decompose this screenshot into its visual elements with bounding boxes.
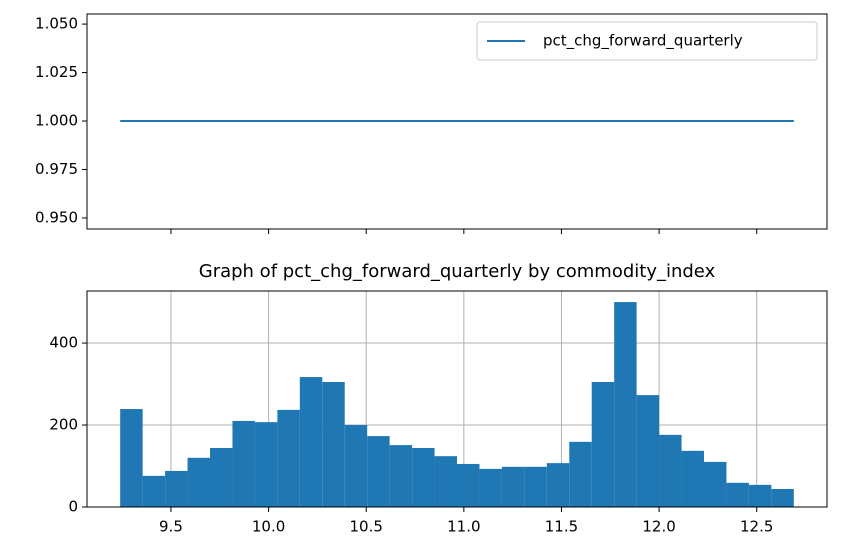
bar bbox=[659, 434, 682, 507]
bar bbox=[501, 466, 525, 507]
bar bbox=[703, 461, 727, 507]
bar bbox=[457, 463, 480, 507]
bar bbox=[322, 381, 345, 507]
x-tick-label: 10.5 bbox=[350, 518, 383, 536]
bar bbox=[142, 475, 166, 507]
x-tick-label: 10.0 bbox=[252, 518, 285, 536]
bar bbox=[367, 436, 390, 507]
bar bbox=[546, 463, 570, 507]
bar bbox=[389, 445, 413, 507]
bar bbox=[771, 488, 794, 507]
bar bbox=[479, 468, 502, 507]
bar bbox=[210, 447, 233, 507]
bar bbox=[277, 409, 300, 507]
y-tick-label: 1.050 bbox=[35, 15, 78, 33]
x-tick-label: 9.5 bbox=[159, 518, 183, 536]
bar bbox=[726, 482, 749, 507]
bar bbox=[748, 484, 772, 507]
legend-box bbox=[476, 21, 818, 61]
legend-label: pct_chg_forward_quarterly bbox=[543, 32, 743, 51]
bar bbox=[569, 441, 592, 507]
chart-title: Graph of pct_chg_forward_quarterly by co… bbox=[199, 261, 716, 282]
y-tick-label: 1.025 bbox=[35, 63, 78, 81]
x-tick-label: 11.0 bbox=[447, 518, 480, 536]
plot-frame bbox=[86, 290, 828, 508]
bar bbox=[614, 302, 637, 507]
x-tick-label: 11.5 bbox=[545, 518, 578, 536]
bar bbox=[187, 457, 211, 507]
y-tick-label: 0.975 bbox=[35, 160, 78, 178]
bar bbox=[120, 409, 143, 507]
bar bbox=[681, 450, 704, 507]
y-tick-label: 0.950 bbox=[35, 208, 78, 226]
bar bbox=[636, 395, 660, 507]
bar bbox=[254, 422, 278, 507]
y-tick-label: 200 bbox=[49, 416, 78, 434]
bar bbox=[165, 470, 188, 507]
bar bbox=[524, 466, 547, 507]
y-tick-label: 400 bbox=[49, 334, 78, 352]
bar bbox=[591, 381, 615, 507]
bar bbox=[412, 447, 435, 507]
bar bbox=[344, 425, 368, 507]
bar bbox=[232, 420, 255, 507]
bar bbox=[299, 377, 323, 507]
bar bbox=[434, 456, 457, 507]
x-tick-label: 12.5 bbox=[740, 518, 773, 536]
x-tick-label: 12.0 bbox=[642, 518, 675, 536]
y-tick-label: 1.000 bbox=[35, 112, 78, 130]
y-tick-label: 0 bbox=[68, 498, 78, 516]
